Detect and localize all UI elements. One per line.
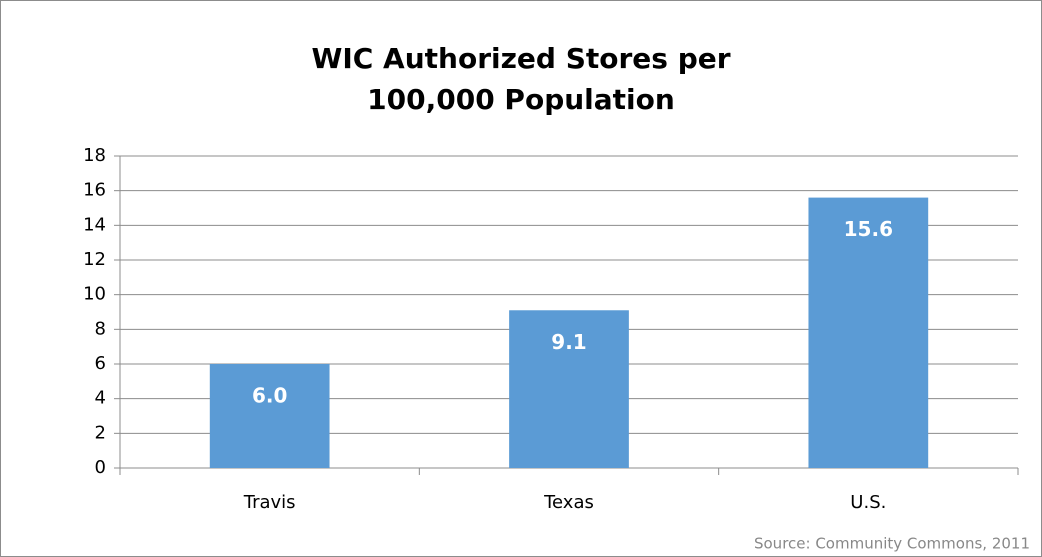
x-tick-label: Travis — [243, 492, 296, 513]
chart-title: WIC Authorized Stores per — [311, 42, 730, 75]
y-tick-label: 10 — [83, 284, 106, 305]
source-note: Source: Community Commons, 2011 — [754, 535, 1030, 553]
y-tick-label: 12 — [83, 249, 106, 270]
x-tick-label: Texas — [543, 492, 594, 513]
y-tick-label: 8 — [95, 318, 106, 339]
bar — [209, 364, 330, 468]
y-tick-label: 6 — [95, 353, 106, 374]
y-tick-label: 4 — [95, 388, 106, 409]
x-tick-label: U.S. — [850, 492, 886, 513]
y-tick-label: 18 — [83, 145, 106, 166]
y-tick-label: 2 — [95, 422, 106, 443]
chart-title: 100,000 Population — [367, 83, 675, 116]
data-label: 9.1 — [551, 330, 586, 354]
bar — [808, 197, 929, 468]
data-label: 15.6 — [844, 217, 893, 241]
y-tick-label: 14 — [83, 214, 106, 235]
y-tick-label: 16 — [83, 180, 106, 201]
y-tick-label: 0 — [95, 457, 106, 478]
data-label: 6.0 — [252, 384, 287, 408]
bar — [509, 310, 629, 468]
